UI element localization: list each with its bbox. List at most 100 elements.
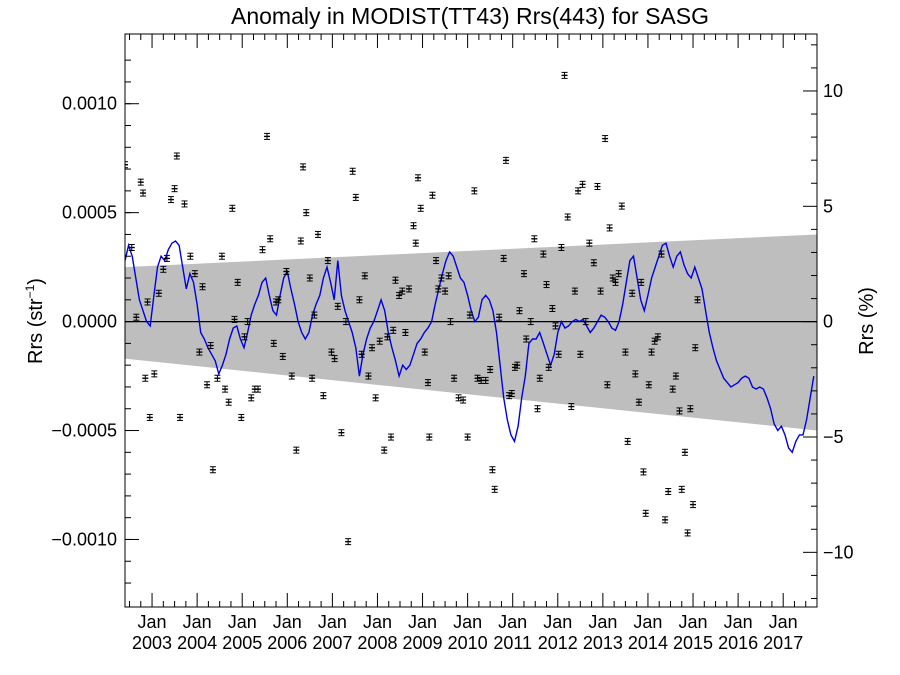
errorbar-point — [604, 381, 611, 389]
errorbar-point — [690, 501, 697, 509]
errorbar-point — [684, 529, 691, 537]
errorbar-point — [489, 466, 496, 474]
errorbar-point — [638, 278, 645, 286]
errorbar-point — [311, 311, 318, 319]
errorbar-point — [279, 352, 286, 360]
errorbar-point — [577, 350, 584, 358]
x-tick-year-label: 2017 — [763, 633, 803, 653]
errorbar-point — [687, 405, 694, 413]
errorbar-point — [648, 348, 655, 356]
errorbar-point — [241, 333, 248, 341]
y-axis-right-label: Rrs (%) — [856, 287, 878, 355]
errorbar-point — [571, 287, 578, 295]
errorbar-point — [406, 285, 413, 293]
errorbar-point — [390, 326, 397, 334]
errorbar-point — [358, 350, 365, 358]
errorbar-point — [669, 385, 676, 393]
errorbar-point — [229, 204, 236, 212]
errorbar-point — [624, 437, 631, 445]
errorbar-point — [561, 71, 568, 79]
errorbar-point — [365, 372, 372, 380]
errorbar-point — [142, 374, 149, 382]
errorbar-point — [531, 235, 538, 243]
errorbar-point — [471, 187, 478, 195]
x-tick-month-label: Jan — [769, 612, 798, 632]
errorbar-point — [218, 252, 225, 260]
plot-content — [125, 71, 817, 546]
errorbar-point — [342, 318, 349, 326]
errorbar-point — [176, 413, 183, 421]
errorbar-point — [303, 209, 310, 217]
errorbar-point — [204, 381, 211, 389]
errorbar-point — [133, 313, 140, 321]
errorbar-point — [597, 287, 604, 295]
errorbar-point — [399, 287, 406, 295]
plot-area — [125, 71, 817, 546]
errorbar-point — [555, 350, 562, 358]
errorbar-point — [575, 187, 582, 195]
errorbar-point — [558, 244, 565, 252]
errorbar-point — [309, 374, 316, 382]
errorbar-point — [549, 305, 556, 313]
errorbar-point — [267, 235, 274, 243]
x-tick-year-label: 2009 — [403, 633, 443, 653]
errorbar-point — [474, 374, 481, 382]
errorbar-point — [491, 485, 498, 493]
errorbar-point — [417, 204, 424, 212]
errorbar-point — [264, 132, 271, 140]
x-tick-year-label: 2012 — [538, 633, 578, 653]
errorbar-point — [622, 348, 629, 356]
y-right-tick-label: 5 — [823, 196, 833, 216]
errorbar-point — [146, 413, 153, 421]
x-tick-month-label: Jan — [588, 612, 617, 632]
errorbar-point — [586, 239, 593, 247]
errorbar-point — [618, 202, 625, 210]
errorbar-point — [447, 318, 454, 326]
x-tick-year-label: 2013 — [583, 633, 623, 653]
errorbar-point — [602, 135, 609, 143]
errorbar-point — [527, 318, 534, 326]
y-axis-left-label-base: Rrs (str — [25, 298, 47, 364]
errorbar-point — [540, 250, 547, 258]
errorbar-point — [238, 413, 245, 421]
errorbar-point — [629, 289, 636, 297]
errorbar-point — [314, 230, 321, 238]
x-tick-year-label: 2008 — [357, 633, 397, 653]
x-tick-month-label: Jan — [138, 612, 167, 632]
errorbar-point — [306, 274, 313, 282]
errorbar-point — [352, 193, 359, 201]
errorbar-point — [163, 254, 170, 262]
errorbar-point — [283, 267, 290, 275]
uncertainty-band — [125, 234, 817, 431]
errorbar-point — [167, 196, 174, 204]
errorbar-point — [209, 466, 216, 474]
errorbar-point — [642, 509, 649, 517]
errorbar-point — [128, 244, 135, 252]
errorbar-point — [191, 270, 198, 278]
errorbar-point — [502, 156, 509, 164]
errorbar-point — [137, 178, 144, 186]
errorbar-point — [225, 398, 232, 406]
errorbar-point — [412, 239, 419, 247]
errorbar-point — [155, 289, 162, 297]
axes: 0.0010 0.0005 0.0000 −0.0005 −0.0010 10 5 0 −5 −1… — [51, 33, 854, 653]
x-tick-month-label: Jan — [228, 612, 257, 632]
errorbar-point — [496, 313, 503, 321]
errorbar-point — [520, 270, 527, 278]
errorbar-point — [582, 318, 589, 326]
errorbar-point — [438, 274, 445, 282]
x-tick-year-label: 2016 — [718, 633, 758, 653]
y-left-tick-label: 0.0010 — [62, 94, 117, 114]
errorbar-point — [523, 335, 530, 343]
errorbar-point — [442, 287, 449, 295]
errorbar-point — [199, 283, 206, 291]
errorbar-point — [387, 433, 394, 441]
errorbar-point — [376, 337, 383, 345]
x-tick-year-label: 2004 — [177, 633, 217, 653]
y-left-tick-label: −0.0010 — [51, 529, 117, 549]
errorbar-point — [334, 302, 341, 310]
errorbar-point — [451, 374, 458, 382]
errorbar-point — [654, 333, 661, 341]
errorbar-point — [181, 200, 188, 208]
